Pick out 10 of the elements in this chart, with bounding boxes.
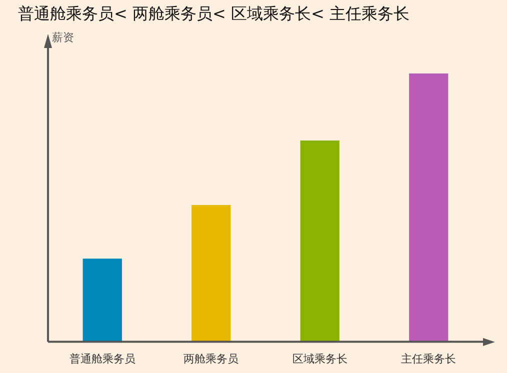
x-tick-label: 主任乘务长: [401, 352, 456, 366]
bar: [192, 204, 231, 342]
bar: [300, 140, 340, 342]
x-tick-label: 区域乘务长: [292, 352, 348, 366]
x-tick-label: 两舱乘务员: [184, 352, 239, 366]
x-tick-label: 普通舱乘务员: [69, 352, 136, 366]
y-axis-title: 薪资: [52, 30, 74, 44]
bar: [409, 73, 448, 342]
chart-title: 普通舱乘务员< 两舱乘务员< 区域乘务长< 主任乘务长: [18, 4, 410, 25]
bar: [82, 258, 122, 342]
